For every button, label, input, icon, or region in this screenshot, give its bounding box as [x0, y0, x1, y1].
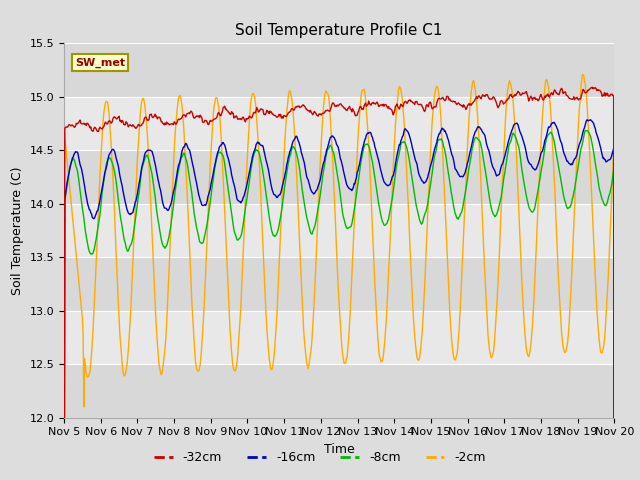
Bar	[64, 96, 614, 150]
Title: Soil Temperature Profile C1: Soil Temperature Profile C1	[236, 23, 443, 38]
Bar	[64, 311, 614, 364]
Y-axis label: Soil Temperature (C): Soil Temperature (C)	[11, 166, 24, 295]
Legend: -32cm, -16cm, -8cm, -2cm: -32cm, -16cm, -8cm, -2cm	[149, 446, 491, 469]
Bar	[64, 364, 614, 418]
Bar	[64, 204, 614, 257]
Bar	[64, 43, 614, 96]
X-axis label: Time: Time	[324, 443, 355, 456]
Bar	[64, 150, 614, 204]
Bar	[64, 257, 614, 311]
Text: SW_met: SW_met	[75, 58, 125, 68]
